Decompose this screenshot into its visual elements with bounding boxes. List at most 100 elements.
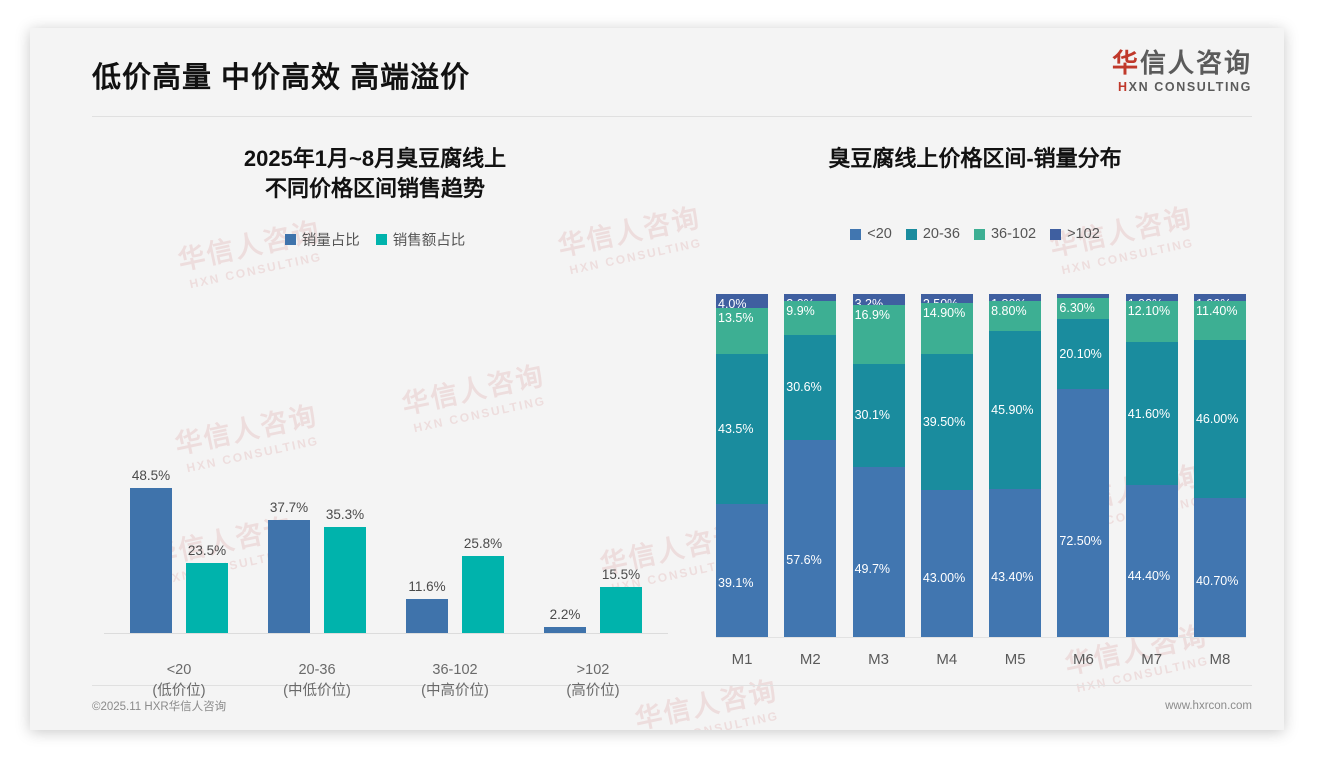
bar-wrapper[interactable]: 25.8% <box>462 332 504 634</box>
segment-36-102[interactable]: 13.5% <box>716 307 768 355</box>
bar-wrapper[interactable]: 48.5% <box>130 332 172 634</box>
right-chart-axis-line <box>716 637 1246 638</box>
stacked-column[interactable]: 2.0% 9.9% 30.6% 57.6% <box>784 294 837 638</box>
segment-value-label: 39.50% <box>922 415 966 430</box>
left-chart-axis-line <box>104 633 668 634</box>
footer-website[interactable]: www.hxrcon.com <box>1165 700 1252 712</box>
bar-volume[interactable] <box>130 487 172 634</box>
legend-swatch-icon <box>973 228 985 240</box>
logo-chinese: 华信人咨询 <box>1111 48 1252 78</box>
right-chart-title: 臭豆腐线上价格区间-销量分布 <box>828 146 1122 171</box>
left-chart-legend: 销量占比 销售额占比 <box>70 229 680 250</box>
xaxis-tick: M5 <box>1004 651 1026 668</box>
legend-item-revenue[interactable]: 销售额占比 <box>375 229 466 250</box>
segment-lt20[interactable]: 72.50% <box>1057 388 1110 638</box>
logo-cn-rest: 信人咨询 <box>1139 48 1252 78</box>
segment-36-102[interactable]: 12.10% <box>1125 300 1178 343</box>
segment-36-102[interactable]: 6.30% <box>1057 297 1110 320</box>
legend-label: 销售额占比 <box>392 232 466 249</box>
segment-value-label: 9.9% <box>786 303 815 318</box>
right-chart-xaxis-labels: M1 M2 M3 M4 M5 M6 M7 M8 <box>716 651 1246 668</box>
bar-value-label: 15.5% <box>601 567 641 583</box>
logo-cn-accent: 华 <box>1111 48 1140 78</box>
segment-value-label: 49.7% <box>854 562 891 577</box>
legend-item-gt102[interactable]: >102 <box>1050 226 1100 242</box>
segment-36-102[interactable]: 14.90% <box>920 302 973 355</box>
segment-20-36[interactable]: 39.50% <box>920 354 973 491</box>
segment-36-102[interactable]: 8.80% <box>989 300 1042 331</box>
segment-20-36[interactable]: 20.10% <box>1057 319 1110 389</box>
segment-lt20[interactable]: 43.40% <box>989 488 1042 638</box>
legend-item-36-102[interactable]: 36-102 <box>973 226 1036 242</box>
bar-revenue[interactable] <box>324 527 366 634</box>
bar-group: 37.7% 35.3% <box>257 332 377 634</box>
segment-36-102[interactable]: 16.9% <box>852 305 905 364</box>
left-chart-title: 2025年1月~8月臭豆腐线上 不同价格区间销售趋势 <box>70 124 680 205</box>
stacked-column[interactable]: 1.90% 11.40% 46.00% 40.70% <box>1193 294 1246 638</box>
segment-lt20[interactable]: 43.00% <box>920 490 973 638</box>
xaxis-tick: >102 (高价位) <box>533 660 653 702</box>
segment-value-label: 30.6% <box>786 380 822 395</box>
stacked-column[interactable]: 3.2% 16.9% 30.1% 49.7% <box>852 294 905 638</box>
segment-20-36[interactable]: 41.60% <box>1125 342 1178 486</box>
segment-gt102[interactable]: 3.2% <box>852 294 905 311</box>
bar-group: 11.6% 25.8% <box>395 332 515 634</box>
chart-panel-left: 2025年1月~8月臭豆腐线上 不同价格区间销售趋势 销量占比 销售额占比 48… <box>70 124 680 699</box>
bar-wrapper[interactable]: 23.5% <box>186 332 228 634</box>
bar-wrapper[interactable]: 15.5% <box>600 332 642 634</box>
legend-item-volume[interactable]: 销量占比 <box>284 229 360 250</box>
bar-volume[interactable] <box>268 520 310 634</box>
legend-item-20-36[interactable]: 20-36 <box>905 226 960 243</box>
bar-wrapper[interactable]: 37.7% <box>268 332 310 634</box>
bar-volume[interactable] <box>544 627 586 634</box>
segment-20-36[interactable]: 30.1% <box>852 363 905 468</box>
segment-value-label: 30.1% <box>854 408 891 423</box>
segment-gt102[interactable]: 2.0% <box>784 294 837 311</box>
stacked-column[interactable]: 1.00% 6.30% 20.10% 72.50% <box>1057 294 1110 638</box>
segment-20-36[interactable]: 45.90% <box>989 330 1042 489</box>
segment-value-label: 43.40% <box>991 570 1034 585</box>
stacked-column[interactable]: 1.80% 8.80% 45.90% 43.40% <box>989 294 1042 638</box>
xaxis-tick: M6 <box>1072 651 1094 668</box>
stacked-column[interactable]: 2.50% 14.90% 39.50% 43.00% <box>920 294 973 638</box>
footer-copyright: ©2025.11 HXR华信人咨询 <box>92 701 227 713</box>
segment-36-102[interactable]: 11.40% <box>1193 300 1246 340</box>
bar-volume[interactable] <box>406 598 448 634</box>
segment-20-36[interactable]: 43.5% <box>716 354 768 504</box>
bar-revenue[interactable] <box>186 563 228 634</box>
bar-value-label: 11.6% <box>408 578 446 594</box>
segment-20-36[interactable]: 46.00% <box>1193 339 1246 498</box>
segment-lt20[interactable]: 39.1% <box>716 503 768 638</box>
bar-revenue[interactable] <box>600 587 642 634</box>
segment-gt102[interactable]: 4.0% <box>716 294 768 311</box>
segment-value-label: 20.10% <box>1059 347 1102 362</box>
segment-lt20[interactable]: 44.40% <box>1125 485 1178 638</box>
legend-item-lt20[interactable]: <20 <box>850 226 892 242</box>
logo-english: HXN CONSULTING <box>1112 80 1252 94</box>
chart-panel-right: 臭豆腐线上价格区间-销量分布 <20 20-36 36-102 >102 <box>690 124 1260 684</box>
segment-lt20[interactable]: 57.6% <box>784 440 837 638</box>
bar-wrapper[interactable]: 35.3% <box>324 332 366 634</box>
header-divider <box>92 116 1252 117</box>
segment-lt20[interactable]: 40.70% <box>1193 498 1246 638</box>
bar-revenue[interactable] <box>462 556 504 634</box>
bar-value-label: 25.8% <box>463 536 503 552</box>
segment-value-label: 72.50% <box>1059 534 1102 549</box>
segment-36-102[interactable]: 9.9% <box>784 300 837 335</box>
legend-swatch-icon <box>375 233 387 245</box>
xaxis-tick-main: <20 <box>166 661 192 678</box>
segment-gt102[interactable]: 2.50% <box>920 294 973 311</box>
xaxis-tick-sub: (高价位) <box>566 682 620 699</box>
bar-wrapper[interactable]: 2.2% <box>544 332 586 634</box>
segment-lt20[interactable]: 49.7% <box>852 467 905 638</box>
xaxis-tick: 36-102 (中高价位) <box>395 660 515 702</box>
segment-value-label: 46.00% <box>1195 411 1239 426</box>
segment-20-36[interactable]: 30.6% <box>784 334 837 441</box>
legend-label: 20-36 <box>922 226 960 243</box>
stacked-column[interactable]: 1.90% 12.10% 41.60% 44.40% <box>1125 294 1178 638</box>
stacked-column[interactable]: 4.0% 13.5% 43.5% 39.1% <box>716 294 768 638</box>
bar-wrapper[interactable]: 11.6% <box>406 332 448 634</box>
left-chart-xaxis-labels: <20 (低价位) 20-36 (中低价位) 36-102 (中高价位) >10… <box>110 660 662 702</box>
xaxis-tick-main: 36-102 <box>432 661 478 678</box>
legend-swatch-icon <box>905 228 917 240</box>
